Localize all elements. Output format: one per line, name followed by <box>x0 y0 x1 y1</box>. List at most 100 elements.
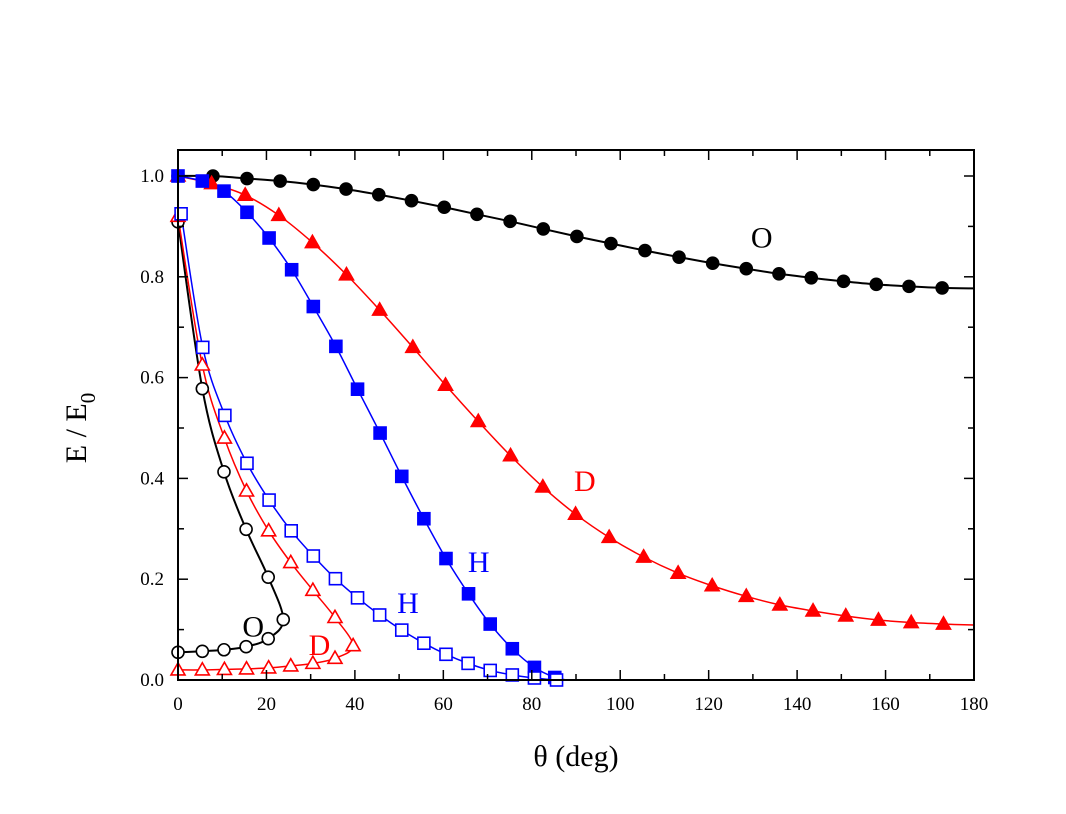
y-axis-title: E / E0 <box>60 393 100 464</box>
point-D-upper <box>600 528 618 544</box>
y-axis-title-main: E / E <box>60 403 93 463</box>
label-O-upper: O <box>751 221 773 254</box>
point-O-upper <box>404 193 419 208</box>
point-O-upper <box>273 174 287 188</box>
x-tick-label: 0 <box>173 694 183 715</box>
point-O-upper <box>570 229 584 244</box>
x-tick-label: 40 <box>345 694 364 715</box>
point-D-upper <box>837 607 855 622</box>
point-D-upper <box>404 338 422 354</box>
point-O-lower <box>195 381 210 396</box>
point-D-upper <box>371 301 389 316</box>
point-H-upper <box>350 382 365 396</box>
point-H-upper <box>394 469 409 484</box>
x-axis-title: θ (deg) <box>533 740 618 773</box>
point-H-lower <box>350 591 365 605</box>
point-O-upper <box>536 222 551 236</box>
point-D-upper <box>902 613 920 629</box>
y-tick-label: 1.0 <box>140 166 164 187</box>
label-H-lower: H <box>397 587 419 620</box>
point-D-upper <box>338 265 355 281</box>
point-H-lower <box>262 493 276 507</box>
point-H-lower <box>218 408 232 423</box>
point-O-upper <box>604 236 618 251</box>
point-O-upper <box>339 182 353 196</box>
point-O-upper <box>503 214 517 229</box>
point-D-upper <box>236 186 254 201</box>
point-H-lower <box>461 656 475 671</box>
point-H-lower <box>527 671 542 685</box>
point-H-upper <box>195 174 210 188</box>
point-D-lower <box>193 356 211 371</box>
point-D-lower <box>193 661 211 676</box>
point-O-lower <box>217 642 231 657</box>
point-O-upper <box>240 171 254 186</box>
point-D-lower <box>326 608 344 624</box>
y-tick-label: 0.2 <box>140 569 164 590</box>
label-D-lower: D <box>309 629 331 662</box>
point-H-upper <box>262 231 276 245</box>
point-D-upper <box>469 412 487 428</box>
point-O-upper <box>470 207 484 222</box>
x-tick-label: 120 <box>694 694 723 715</box>
point-D-lower <box>304 654 322 670</box>
y-tick-label: 0.0 <box>140 670 164 691</box>
point-H-upper <box>483 617 498 631</box>
point-D-lower <box>260 659 278 674</box>
label-D-upper: D <box>574 465 596 498</box>
point-D-lower <box>260 522 278 537</box>
point-O-upper <box>902 279 916 294</box>
point-D-upper <box>737 587 755 603</box>
svg-text:E / E0: E / E0 <box>60 393 100 464</box>
point-H-lower <box>174 207 188 221</box>
point-D-lower <box>216 429 233 444</box>
annotation-layer: O D H O D H <box>242 221 772 662</box>
point-H-lower <box>328 571 343 586</box>
point-D-upper <box>304 233 321 249</box>
point-H-lower <box>372 608 387 622</box>
label-H-upper: H <box>468 546 490 579</box>
point-H-upper <box>217 184 231 198</box>
point-H-lower <box>195 340 210 355</box>
y-tick-label: 0.6 <box>140 368 164 389</box>
x-tick-label: 180 <box>960 694 989 715</box>
point-O-upper <box>638 243 652 258</box>
point-D-upper <box>534 478 552 493</box>
point-O-upper <box>739 261 754 276</box>
x-tick-label: 140 <box>783 694 812 715</box>
point-O-lower <box>217 465 231 479</box>
point-D-upper <box>870 611 887 626</box>
point-H-upper <box>461 587 476 601</box>
point-D-upper <box>804 602 822 617</box>
x-tick-label: 160 <box>871 694 900 715</box>
point-H-upper <box>417 511 431 526</box>
point-D-upper <box>437 376 454 391</box>
point-D-upper <box>502 446 519 462</box>
point-H-lower <box>439 647 453 662</box>
point-D-lower <box>238 660 255 675</box>
point-O-upper <box>772 266 786 281</box>
series-layer <box>169 167 975 687</box>
point-H-upper <box>439 551 453 566</box>
point-D-lower <box>238 482 255 497</box>
y-axis-title-subscript: 0 <box>76 393 100 404</box>
point-D-lower <box>282 657 300 672</box>
point-D-upper <box>270 206 288 222</box>
point-D-upper <box>935 615 952 630</box>
y-tick-label: 0.8 <box>140 267 164 288</box>
point-O-upper <box>705 256 720 270</box>
point-H-upper <box>306 299 321 314</box>
point-H-upper <box>329 339 343 354</box>
point-O-upper <box>371 187 386 202</box>
x-tick-label: 100 <box>606 694 635 715</box>
point-O-upper <box>306 177 321 192</box>
axes-layer: 0 20 40 60 80 100 120 140 160 180 0.0 0.2 0.4 0.6 0.8 1… <box>140 149 989 715</box>
point-O-upper <box>836 274 851 289</box>
point-D-upper <box>567 505 584 520</box>
point-D-upper <box>703 576 721 592</box>
x-tick-label: 20 <box>257 694 276 715</box>
point-O-lower <box>276 612 291 627</box>
point-O-lower <box>239 639 253 654</box>
point-H-lower <box>284 524 299 538</box>
